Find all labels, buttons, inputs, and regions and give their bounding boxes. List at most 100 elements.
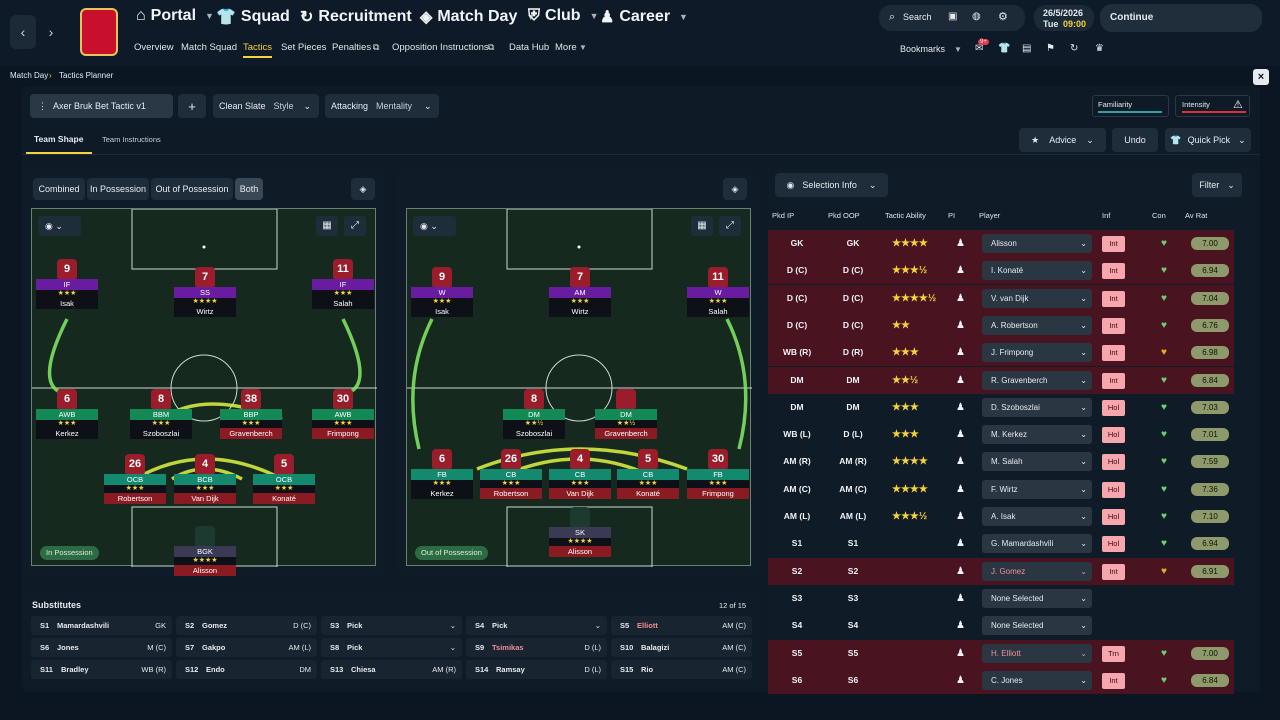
menu-recruitment[interactable]: ↻ Recruitment ▼ (300, 7, 430, 27)
tactic-selector[interactable]: ⋮ Axer Bruk Bet Tactic v1 (30, 94, 173, 118)
player-card[interactable]: 30 AWB ★★★ Frimpong (312, 389, 374, 439)
table-row[interactable]: S1 S1 ♟ G. Mamardashvili ⌄ Hol ♥ 6.94 (768, 530, 1234, 557)
table-row[interactable]: S6 S6 ♟ C. Jones ⌄ Int ♥ 6.84 (768, 666, 1234, 694)
player-select[interactable]: M. Salah ⌄ (982, 452, 1092, 472)
substitute-slot[interactable]: S1 Mamardashvili GK (31, 616, 172, 635)
player-select[interactable]: R. Gravenberch ⌄ (982, 370, 1092, 390)
menu-match-day[interactable]: ◈ Match Day ▼ (420, 7, 535, 27)
column-header[interactable]: PI (948, 211, 956, 220)
table-row[interactable]: AM (C) AM (C) ★★★★ ♟ F. Wirtz ⌄ Hol ♥ 7.36 (768, 476, 1234, 503)
player-select[interactable]: Alisson ⌄ (982, 234, 1092, 253)
player-card[interactable]: 26 OCB ★★★ Robertson (104, 454, 166, 504)
subnav-more[interactable]: More (555, 42, 577, 53)
expand-icon[interactable]: ⤢ (344, 216, 366, 236)
undo-button[interactable]: Undo (1112, 128, 1158, 152)
tab-team-instructions[interactable]: Team Instructions (102, 135, 161, 144)
back-button[interactable]: ‹ (10, 15, 36, 49)
substitute-slot[interactable]: S15 Rio AM (C) (611, 660, 752, 679)
substitute-slot[interactable]: S13 Chiesa AM (R) (321, 660, 462, 679)
player-card[interactable]: 9 W ★★★ Isak (411, 267, 473, 317)
player-select[interactable]: I. Konaté ⌄ (982, 261, 1092, 281)
player-card[interactable]: 8 DM ★★½ Szoboszlai (503, 389, 565, 439)
player-card[interactable]: BGK ★★★★ Alisson (174, 526, 236, 576)
player-card[interactable]: 5 CB ★★★ Konaté (617, 449, 679, 499)
advice-button[interactable]: ★ Advice ⌄ (1019, 128, 1106, 152)
menu-portal[interactable]: ⌂ Portal ▼ (136, 7, 214, 25)
column-header[interactable]: Pkd IP (772, 211, 795, 220)
subnav-tactics[interactable]: Tactics (243, 42, 273, 53)
menu-career[interactable]: ♟ Career ▼ (600, 7, 688, 27)
player-card[interactable]: 26 CB ★★★ Robertson (480, 449, 542, 499)
player-card[interactable]: 6 FB ★★★ Kerkez (411, 449, 473, 499)
substitute-slot[interactable]: S8 Pick ⌄ (321, 638, 462, 657)
phase-combined-button[interactable]: Combined (33, 178, 85, 200)
refresh-icon[interactable]: ↻ (1070, 43, 1079, 54)
bookmarks-menu[interactable]: Bookmarks (900, 44, 946, 54)
player-card[interactable]: 4 CB ★★★ Van Dijk (549, 449, 611, 499)
menu-club[interactable]: ⛨ Club ▼ (528, 7, 598, 25)
player-select[interactable]: D. Szoboszlai ⌄ (982, 397, 1092, 417)
substitute-slot[interactable]: S11 Bradley WB (R) (31, 660, 172, 679)
substitute-slot[interactable]: S4 Pick ⌄ (466, 616, 607, 635)
player-select[interactable]: M. Kerkez ⌄ (982, 425, 1092, 445)
player-select[interactable]: J. Gomez ⌄ (982, 561, 1092, 581)
column-header[interactable]: Con (1152, 211, 1166, 220)
table-row[interactable]: GK GK ★★★★ ♟ Alisson ⌄ Int ♥ 7.00 (768, 230, 1234, 257)
player-card[interactable]: 30 FB ★★★ Frimpong (687, 449, 749, 499)
player-select[interactable]: H. Elliott ⌄ (982, 643, 1092, 663)
column-header[interactable]: Av Rat (1185, 211, 1208, 220)
player-card[interactable]: 9 IF ★★★ Isak (36, 259, 98, 309)
table-row[interactable]: WB (R) D (R) ★★★ ♟ J. Frimpong ⌄ Int ♥ 6.98 (768, 339, 1234, 367)
substitute-slot[interactable]: S9 Tsimikas D (L) (466, 638, 607, 657)
player-card[interactable]: DM ★★½ Gravenberch (595, 389, 657, 439)
column-header[interactable]: Tactic Ability (885, 211, 926, 220)
phase-out-of-possession-button[interactable]: Out of Possession (151, 178, 233, 200)
table-row[interactable]: S2 S2 ♟ J. Gomez ⌄ Int ♥ 6.91 (768, 557, 1234, 585)
menu-squad[interactable]: 👕 Squad ▼ (216, 7, 308, 27)
table-row[interactable]: D (C) D (C) ★★★½ ♟ I. Konaté ⌄ Int ♥ 6.94 (768, 257, 1234, 285)
filter-button[interactable]: Filter ⌄ (1192, 173, 1242, 197)
date-widget[interactable] (1034, 5, 1094, 31)
player-select[interactable]: A. Robertson ⌄ (982, 315, 1092, 335)
gear-icon[interactable]: ⚙ (998, 11, 1008, 23)
subnav-match-squad[interactable]: Match Squad (181, 42, 237, 53)
player-card[interactable]: 5 OCB ★★★ Konaté (253, 454, 315, 504)
globe-icon[interactable]: ◍ (972, 11, 981, 22)
player-select[interactable]: None Selected ⌄ (982, 588, 1092, 608)
column-header[interactable]: Pkd OOP (828, 211, 860, 220)
table-row[interactable]: S3 S3 ♟ None Selected ⌄ (768, 585, 1234, 612)
table-row[interactable]: DM DM ★★★ ♟ D. Szoboszlai ⌄ Hol ♥ 7.03 (768, 394, 1234, 421)
substitute-slot[interactable]: S3 Pick ⌄ (321, 616, 462, 635)
substitute-slot[interactable]: S14 Ramsay D (L) (466, 660, 607, 679)
player-select[interactable]: C. Jones ⌄ (982, 670, 1092, 690)
tactics-board-icon[interactable]: ◈ (351, 178, 375, 200)
phase-in-possession-button[interactable]: In Possession (87, 178, 149, 200)
player-select[interactable]: None Selected ⌄ (982, 616, 1092, 636)
table-row[interactable]: WB (L) D (L) ★★★ ♟ M. Kerkez ⌄ Hol ♥ 7.01 (768, 421, 1234, 448)
mentality-dropdown[interactable]: Attacking Mentality ⌄ (325, 94, 439, 118)
subnav-overview[interactable]: Overview (134, 42, 174, 53)
player-select[interactable]: J. Frimpong ⌄ (982, 343, 1092, 363)
player-card[interactable]: 11 W ★★★ Salah (687, 267, 749, 317)
table-row[interactable]: S4 S4 ♟ None Selected ⌄ (768, 612, 1234, 639)
player-select[interactable]: A. Isak ⌄ (982, 507, 1092, 526)
table-row[interactable]: S5 S5 ♟ H. Elliott ⌄ Trn ♥ 7.00 (768, 639, 1234, 667)
tactics-board-icon[interactable]: ◈ (723, 178, 747, 200)
player-card[interactable]: 38 BBP ★★★ Gravenberch (220, 389, 282, 439)
club-crest-icon[interactable] (80, 8, 118, 56)
subnav-penalties[interactable]: Penalties (332, 42, 372, 53)
add-tactic-button[interactable]: + (178, 94, 206, 118)
bookmark-icon[interactable]: ▣ (948, 11, 958, 22)
report-icon[interactable]: ▤ (1022, 43, 1032, 54)
player-card[interactable]: 7 SS ★★★★ Wirtz (174, 267, 236, 317)
shirt-icon[interactable]: 👕 (998, 43, 1011, 54)
breadcrumb-match-day[interactable]: Match Day (10, 71, 49, 80)
familiarity-meter[interactable] (1092, 95, 1169, 117)
tab-team-shape[interactable]: Team Shape (34, 134, 84, 144)
inbox-icon[interactable]: ✉ (975, 43, 984, 54)
player-card[interactable]: 6 AWB ★★★ Kerkez (36, 389, 98, 439)
view-toggle[interactable]: ◉ ⌄ (413, 216, 456, 236)
player-card[interactable]: SK ★★★★ Alisson (549, 507, 611, 557)
player-select[interactable]: G. Mamardashvili ⌄ (982, 534, 1092, 554)
phase-both-button[interactable]: Both (235, 178, 263, 200)
